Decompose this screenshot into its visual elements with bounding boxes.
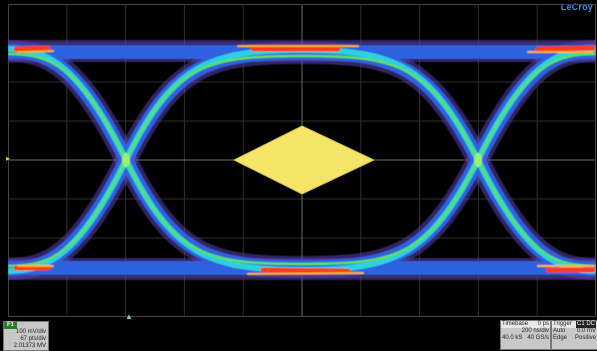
timebase-delay: 0 ps (537, 321, 549, 327)
timebase-panel[interactable]: Timebase 0 ps 200 ns/div 40.0 kS 40 GS/s (500, 320, 551, 350)
channel-tag: F1 (4, 322, 18, 329)
trigger-slope: Positive (574, 335, 596, 341)
channel-descriptor-panel[interactable]: F1 100 mV/div 67 pts/div 2.01373 MV (3, 321, 49, 351)
timebase-per-div: 200 ns/div (521, 328, 549, 334)
plot-border (8, 4, 596, 317)
eye-mask-diamond (232, 125, 376, 195)
timebase-header: Timebase (502, 321, 529, 327)
channel-value: 2.01373 MV (13, 343, 46, 349)
eye-diagram-plot (8, 4, 596, 317)
trigger-panel[interactable]: Trigger C1 DC Auto 0.0 mV Edge Positive (551, 320, 597, 350)
channel-offset-marker[interactable]: ▸ (6, 154, 11, 163)
trigger-header: Trigger (553, 321, 572, 327)
channel-points: 67 pts/div (20, 336, 46, 342)
timebase-samples: 40.0 kS (502, 335, 523, 341)
channel-scale: 100 mV/div (15, 329, 46, 335)
trigger-position-marker[interactable]: ▲ (125, 312, 133, 321)
eye-traces (8, 40, 596, 280)
brand-logo: LeCroy (560, 2, 593, 12)
trigger-type: Edge (553, 335, 568, 341)
trigger-level: 0.0 mV (576, 328, 596, 334)
trigger-mode: Auto (553, 328, 566, 334)
timebase-rate: 40 GS/s (527, 335, 549, 341)
trigger-source: C1 DC (575, 321, 596, 328)
